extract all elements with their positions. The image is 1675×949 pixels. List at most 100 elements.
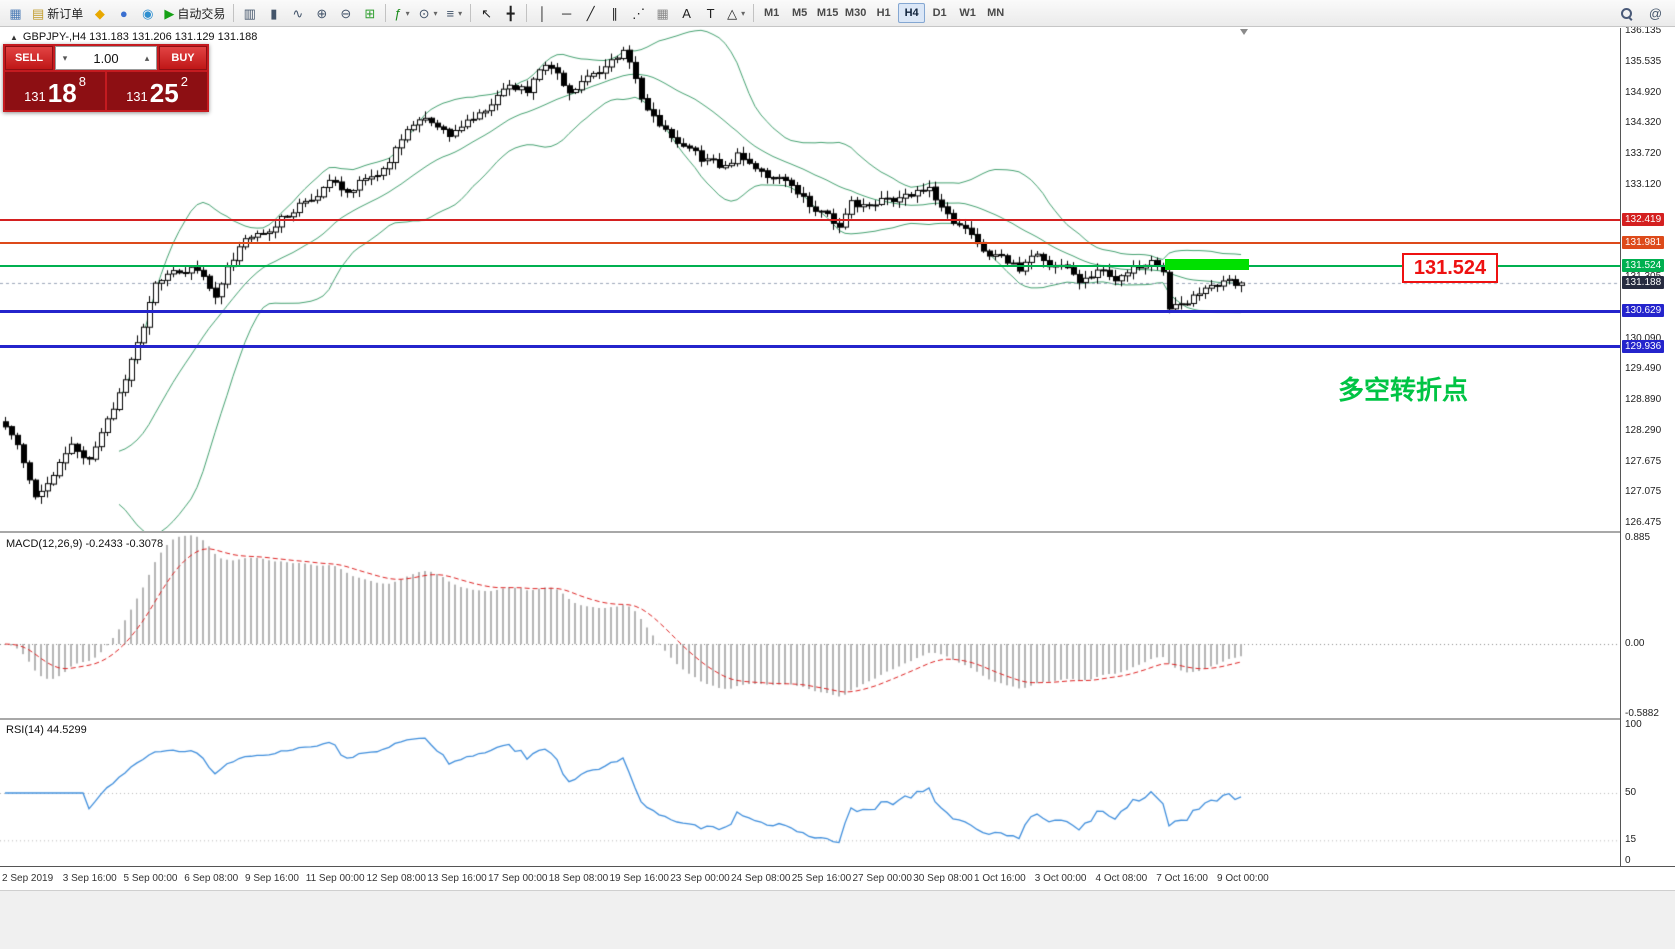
template-icon: ≡	[446, 5, 455, 21]
time-tick: 11 Sep 00:00	[305, 873, 365, 884]
sell-price-prefix: 131	[24, 88, 46, 104]
candles-icon: ▮	[270, 5, 278, 21]
timeframe-h4-button[interactable]: H4	[898, 3, 926, 23]
rsi-panel-canvas[interactable]	[0, 720, 1620, 866]
zoom-out-button[interactable]: ⊖	[334, 2, 357, 24]
time-tick: 5 Sep 00:00	[123, 873, 178, 884]
cursor-button[interactable]: ↖	[475, 2, 498, 24]
volume-value: 1.00	[93, 50, 119, 66]
timeframe-w1-button[interactable]: W1	[959, 7, 976, 19]
grid-lines-button[interactable]: ▦	[651, 2, 674, 24]
label-button[interactable]: T	[699, 2, 722, 24]
annotation-cn[interactable]: 多空转折点	[1338, 376, 1469, 406]
macd-panel-canvas[interactable]	[0, 533, 1620, 718]
channel-button[interactable]: ∥	[603, 2, 626, 24]
toolbar-separator	[753, 4, 755, 22]
hline-132419[interactable]	[0, 219, 1620, 222]
time-tick: 3 Sep 16:00	[62, 873, 117, 884]
profiles-button[interactable]: ●	[112, 2, 135, 24]
search-icon[interactable]	[1615, 2, 1638, 24]
price-tick: 133.120	[1625, 178, 1662, 190]
highlight-rect[interactable]	[1165, 259, 1249, 271]
indicators-button[interactable]: ƒ ▾	[390, 2, 413, 24]
price-chart-canvas[interactable]	[0, 28, 1620, 531]
periods-button[interactable]: ⊙ ▾	[415, 2, 442, 24]
volume-input[interactable]: ▾ 1.00 ▴	[55, 46, 157, 70]
time-axis[interactable]: 2 Sep 2019 3 Sep 16:00 5 Sep 00:00 6 Sep 08…	[0, 866, 1675, 890]
price-tick: 133.720	[1625, 147, 1662, 159]
macd-axis-tick: 0.00	[1625, 638, 1645, 649]
price-tick: 134.320	[1625, 117, 1662, 129]
price-axis[interactable]: 136.135 135.535 134.920 134.320 133.720 133.1…	[1620, 25, 1675, 866]
timeframe-h1-button[interactable]: H1	[876, 7, 891, 19]
vertical-line-button[interactable]: │	[531, 2, 554, 24]
crosshair-button[interactable]: ╋	[499, 2, 522, 24]
sell-price-sup: 8	[78, 74, 86, 89]
bar-chart-button[interactable]: ▥	[238, 2, 261, 24]
timeframe-mn-button[interactable]: MN	[987, 7, 1005, 19]
candle-chart-button[interactable]: ▮	[262, 2, 285, 24]
time-tick: 18 Sep 08:00	[548, 873, 609, 884]
chart-window-icon: ▦	[9, 5, 22, 21]
chevron-down-icon: ▾	[741, 8, 746, 18]
new-chart-button[interactable]: ▦	[4, 2, 27, 24]
text-button[interactable]: A	[675, 2, 698, 24]
community-button[interactable]: ◉	[136, 2, 159, 24]
pane-splitter[interactable]	[0, 718, 1675, 720]
buy-button[interactable]: BUY	[159, 46, 207, 70]
zoom-in-button[interactable]: ⊕	[310, 2, 333, 24]
shapes-icon: △	[727, 5, 738, 21]
clock-icon: ⊙	[418, 5, 430, 21]
templates-button[interactable]: ≡ ▾	[443, 2, 467, 24]
hline-130629[interactable]	[0, 309, 1620, 313]
chat-icon[interactable]: @	[1644, 2, 1667, 24]
chart-title-text: GBPJPY-,H4 131.183 131.206 131.129 131.1…	[22, 31, 258, 43]
new-order-button[interactable]: ▤ 新订单	[28, 2, 87, 24]
tile-windows-button[interactable]: ⊞	[358, 2, 381, 24]
macd-indicator-label: MACD(12,26,9) -0.2433 -0.3078	[6, 538, 164, 550]
timeframe-m5-button[interactable]: M5	[791, 7, 808, 19]
autotrading-button[interactable]: ▶ 自动交易	[160, 2, 229, 24]
price-tick: 127.075	[1625, 486, 1662, 498]
chevron-down-icon: ▾	[405, 8, 410, 18]
vline-icon: │	[538, 5, 547, 21]
hline-131524[interactable]	[0, 264, 1620, 267]
hline-131981[interactable]	[0, 241, 1620, 244]
trendline-button[interactable]: ╱	[579, 2, 602, 24]
autotrading-button-label: 自动交易	[177, 6, 226, 21]
timeframe-d1-button[interactable]: D1	[932, 7, 947, 19]
timeframe-m30-button[interactable]: M30	[844, 7, 867, 19]
horizontal-line-button[interactable]: ─	[555, 2, 578, 24]
volume-increase-icon[interactable]: ▴	[144, 52, 150, 63]
price-tick: 130.090	[1625, 332, 1662, 344]
buy-price-prefix: 131	[126, 88, 148, 104]
fibonacci-button[interactable]: ⋰	[627, 2, 650, 24]
shapes-button[interactable]: △ ▾	[723, 2, 749, 24]
price-tick: 126.475	[1625, 516, 1662, 528]
price-tick: 127.675	[1625, 455, 1662, 467]
mql5-market-icon[interactable]: ◆	[88, 2, 111, 24]
chart-shift-marker-icon[interactable]	[1240, 29, 1248, 35]
time-tick: 17 Sep 00:00	[488, 873, 548, 884]
timeframe-m15-button[interactable]: M15	[816, 7, 839, 19]
hline-129936[interactable]	[0, 345, 1620, 349]
line-chart-button[interactable]: ∿	[286, 2, 309, 24]
price-tick: 135.535	[1625, 55, 1662, 67]
zoom-in-icon: ⊕	[316, 5, 328, 21]
price-tick: 129.490	[1625, 363, 1662, 375]
sell-price-button[interactable]: 131 18 8	[5, 72, 105, 110]
gridlines-icon: ▦	[656, 5, 669, 21]
timeframe-m1-button[interactable]: M1	[763, 7, 780, 19]
time-tick: 13 Sep 16:00	[427, 873, 487, 884]
price-callout-box[interactable]: 131.524	[1402, 253, 1498, 283]
price-tick: 128.890	[1625, 393, 1662, 405]
pane-splitter[interactable]	[0, 531, 1675, 533]
sell-button[interactable]: SELL	[5, 46, 53, 70]
hline-icon: ─	[562, 5, 572, 21]
rsi-axis-tick: 100	[1625, 719, 1642, 731]
current-price-label: 131.188	[1622, 275, 1665, 289]
rsi-indicator-label: RSI(14) 44.5299	[6, 724, 87, 736]
chevron-down-icon: ▾	[433, 8, 438, 18]
buy-price-button[interactable]: 131 25 2	[107, 72, 207, 110]
volume-decrease-icon[interactable]: ▾	[62, 52, 68, 63]
